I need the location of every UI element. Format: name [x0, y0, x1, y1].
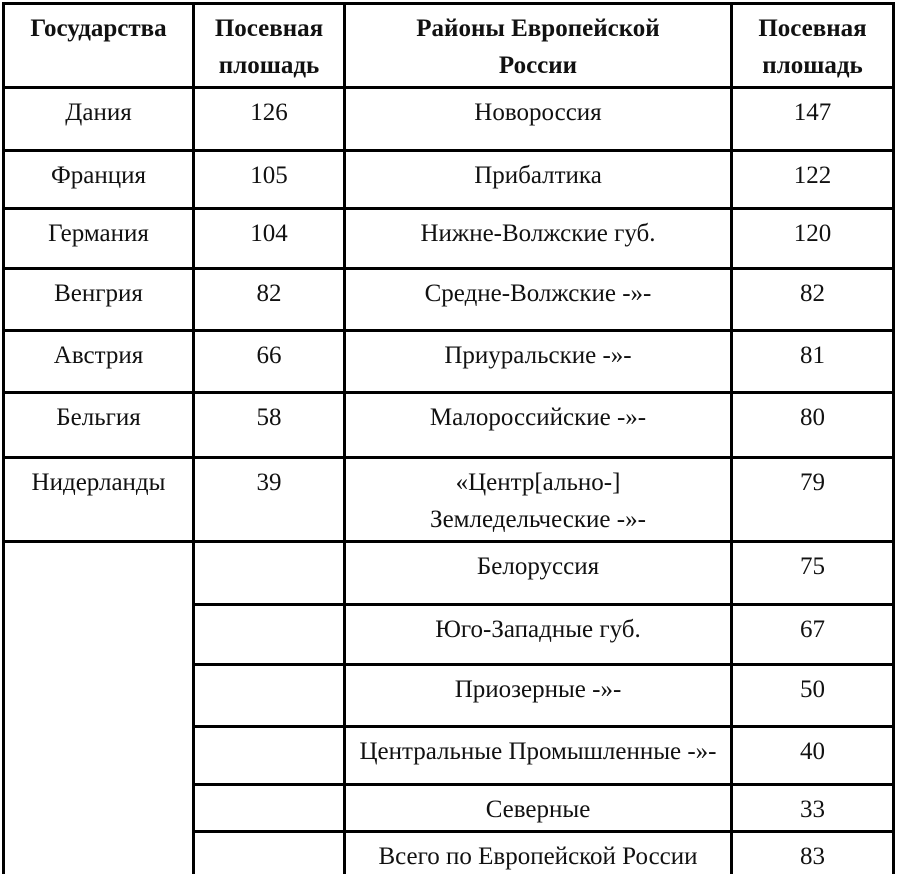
table-row: Северные 33: [4, 783, 895, 833]
table-row: Бельгия 58 Малороссийские -»- 80: [2, 391, 895, 459]
state-cell: Германия: [2, 207, 195, 270]
state-cell: Венгрия: [2, 267, 195, 332]
table-row: Нидерланды 39 «Центр[ально-] Земледельче…: [2, 456, 895, 543]
header-sown-area-right: Посевная плошадь: [730, 2, 895, 89]
state-cell: Нидерланды: [2, 456, 195, 543]
state-area-cell: 66: [192, 329, 346, 394]
region-cell: Новороссия: [343, 86, 733, 152]
state-cell: Австрия: [2, 329, 195, 394]
region-area-cell: 120: [730, 207, 895, 270]
region-cell: Белоруссия: [343, 540, 733, 606]
table-row: Германия 104 Нижне-Волжские губ. 120: [2, 207, 895, 270]
state-cell: Дания: [2, 86, 195, 152]
table-row: Австрия 66 Приуральские -»- 81: [2, 329, 895, 394]
empty-states-merged-cell: [2, 540, 195, 874]
table-row: Юго-Западные губ. 67: [4, 603, 895, 666]
table-row: Центральные Промышленные -»- 40: [4, 725, 895, 786]
region-cell: Центральные Промышленные -»-: [343, 725, 733, 786]
region-area-cell: 122: [730, 149, 895, 210]
empty-state-area-cell: [192, 783, 346, 833]
region-cell: Малороссийские -»-: [343, 391, 733, 459]
region-cell: Всего по Европейской России: [343, 830, 733, 874]
table-row: Белоруссия 75: [2, 540, 895, 874]
state-area-cell: 126: [192, 86, 346, 152]
state-area-cell: 58: [192, 391, 346, 459]
region-area-cell: 80: [730, 391, 895, 459]
empty-state-area-cell: [192, 540, 346, 606]
state-area-cell: 105: [192, 149, 346, 210]
region-area-cell: 83: [730, 830, 895, 874]
region-area-cell: 67: [730, 603, 895, 666]
state-area-cell: 82: [192, 267, 346, 332]
region-area-cell: 50: [730, 663, 895, 728]
region-area-cell: 147: [730, 86, 895, 152]
state-cell: Бельгия: [2, 391, 195, 459]
table-row: Приозерные -»- 50: [4, 663, 895, 728]
empty-state-area-cell: [192, 830, 346, 874]
region-area-cell: 81: [730, 329, 895, 394]
region-area-cell: 33: [730, 783, 895, 833]
state-area-cell: 104: [192, 207, 346, 270]
region-area-cell: 75: [730, 540, 895, 606]
region-area-cell: 40: [730, 725, 895, 786]
state-cell: Франция: [2, 149, 195, 210]
region-cell: Нижне-Волжские губ.: [343, 207, 733, 270]
state-area-cell: 39: [192, 456, 346, 543]
region-cell: Приуральские -»-: [343, 329, 733, 394]
empty-state-area-cell: [192, 603, 346, 666]
table-row: Франция 105 Прибалтика 122: [2, 149, 895, 210]
region-cell: «Центр[ально-] Земледельческие -»-: [343, 456, 733, 543]
region-cell: Прибалтика: [343, 149, 733, 210]
region-area-cell: 82: [730, 267, 895, 332]
empty-state-area-cell: [192, 725, 346, 786]
table-row: Всего по Европейской России 83: [4, 830, 895, 874]
header-sown-area-left: Посевная плошадь: [192, 2, 346, 89]
table-row: Дания 126 Новороссия 147: [2, 86, 895, 152]
region-area-cell: 79: [730, 456, 895, 543]
table-row: Венгрия 82 Средне-Волжские -»- 82: [2, 267, 895, 332]
empty-state-area-cell: [192, 663, 346, 728]
region-cell: Средне-Волжские -»-: [343, 267, 733, 332]
region-cell: Приозерные -»-: [343, 663, 733, 728]
header-states: Государства: [2, 2, 195, 89]
region-cell: Северные: [343, 783, 733, 833]
table-header-row: Государства Посевная плошадь Районы Евро…: [2, 2, 895, 89]
header-regions: Районы Европейской России: [343, 2, 733, 89]
region-cell: Юго-Западные губ.: [343, 603, 733, 666]
